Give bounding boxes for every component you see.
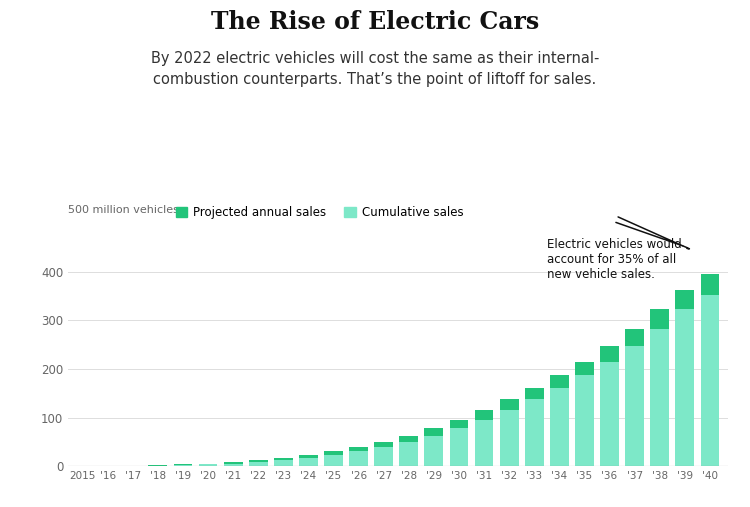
Bar <box>700 274 719 295</box>
Bar <box>525 387 544 400</box>
Bar <box>676 290 694 466</box>
Text: Electric vehicles would
account for 35% of all
new vehicle sales.: Electric vehicles would account for 35% … <box>547 217 689 281</box>
Bar <box>299 455 318 466</box>
Bar <box>350 447 368 451</box>
Bar <box>700 274 719 466</box>
Bar <box>374 442 393 447</box>
Bar <box>400 436 418 466</box>
Bar <box>274 458 292 466</box>
Bar <box>575 362 594 375</box>
Bar <box>475 411 494 466</box>
Bar <box>350 447 368 466</box>
Bar <box>249 460 268 462</box>
Bar <box>500 400 518 411</box>
Bar <box>173 464 192 465</box>
Bar <box>500 400 518 466</box>
Bar <box>199 463 217 466</box>
Bar <box>449 420 469 428</box>
Bar <box>525 387 544 466</box>
Bar <box>173 464 192 466</box>
Bar <box>449 420 469 466</box>
Bar <box>424 428 443 436</box>
Bar <box>475 411 494 420</box>
Bar <box>324 451 343 466</box>
Bar <box>550 375 568 387</box>
Bar <box>550 375 568 466</box>
Bar <box>274 458 292 460</box>
Bar <box>676 290 694 309</box>
Bar <box>575 362 594 466</box>
Bar <box>299 455 318 458</box>
Bar <box>650 309 669 329</box>
Bar <box>424 428 443 466</box>
Bar <box>224 462 242 463</box>
Bar <box>374 442 393 466</box>
Bar <box>199 463 217 464</box>
Bar <box>600 346 619 362</box>
Bar <box>324 451 343 455</box>
Bar <box>148 465 167 466</box>
Text: The Rise of Electric Cars: The Rise of Electric Cars <box>211 10 539 34</box>
Bar <box>626 329 644 346</box>
Bar <box>224 462 242 466</box>
Text: By 2022 electric vehicles will cost the same as their internal-
combustion count: By 2022 electric vehicles will cost the … <box>151 51 599 87</box>
Bar <box>600 346 619 466</box>
Bar <box>626 329 644 466</box>
Bar <box>249 460 268 466</box>
Bar <box>400 436 418 442</box>
Text: 500 million vehicles: 500 million vehicles <box>68 205 178 215</box>
Legend: Projected annual sales, Cumulative sales: Projected annual sales, Cumulative sales <box>171 201 468 224</box>
Bar <box>650 309 669 466</box>
